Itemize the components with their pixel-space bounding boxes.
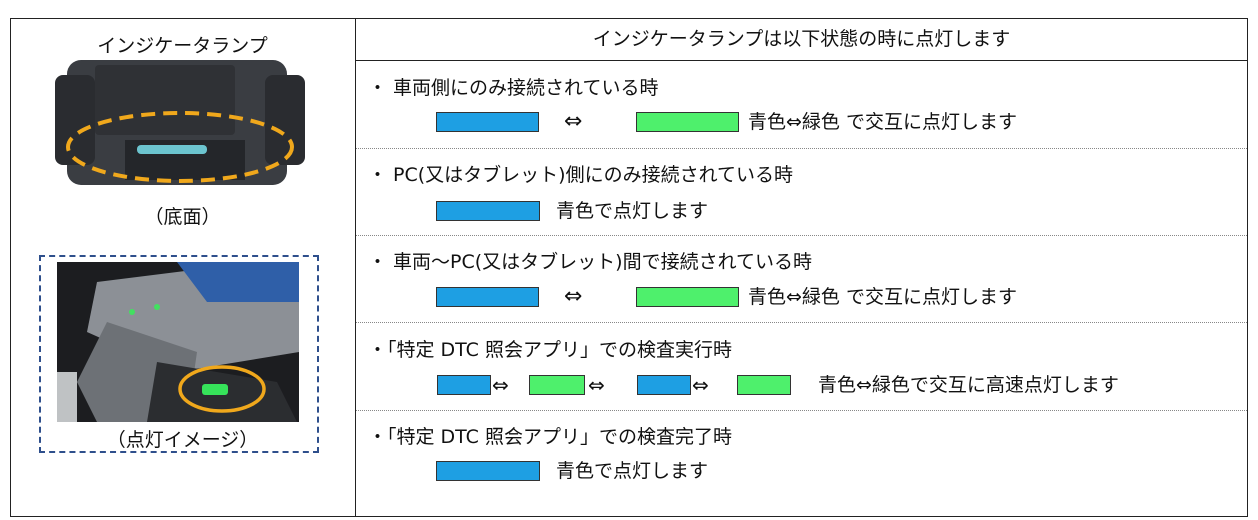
lit-photo xyxy=(57,262,299,422)
arrow: ⇔ xyxy=(564,284,583,309)
arrow: ⇔ xyxy=(564,109,583,134)
row-condition: ・ PC(又はタブレット)側にのみ接続されている時 xyxy=(368,164,794,186)
row-divider xyxy=(356,322,1247,323)
blue-swatch xyxy=(436,461,540,481)
blue-swatch xyxy=(637,375,691,395)
row-condition: ・「特定 DTC 照会アプリ」での検査実行時 xyxy=(368,339,732,361)
arrow: ⇔ xyxy=(588,373,605,397)
arrow: ⇔ xyxy=(692,373,709,397)
row-divider xyxy=(356,410,1247,411)
row-description: 青色⇔緑色で交互に高速点灯します xyxy=(818,374,1119,396)
left-caption: （底面） xyxy=(144,206,221,228)
blue-swatch xyxy=(436,201,540,221)
device-image xyxy=(55,60,305,185)
row-description: 青色⇔緑色 で交互に点灯します xyxy=(748,111,1017,133)
blue-swatch xyxy=(436,112,539,132)
table-border xyxy=(10,18,1248,517)
green-swatch xyxy=(636,287,739,307)
row-condition: ・ 車両～PC(又はタブレット)間で接続されている時 xyxy=(368,251,813,273)
header-divider xyxy=(356,60,1247,61)
green-swatch xyxy=(636,112,739,132)
header-title: インジケータランプは以下状態の時に点灯します xyxy=(592,28,1011,50)
row-condition: ・ 車両側にのみ接続されている時 xyxy=(368,77,659,99)
row-divider xyxy=(356,148,1247,149)
left-label: インジケータランプ xyxy=(97,35,268,57)
blue-swatch xyxy=(436,287,539,307)
row-description: 青色で点灯します xyxy=(556,200,709,222)
row-divider xyxy=(356,235,1247,236)
arrow: ⇔ xyxy=(492,373,509,397)
row-condition: ・「特定 DTC 照会アプリ」での検査完了時 xyxy=(368,426,732,448)
column-divider xyxy=(355,18,356,516)
blue-swatch xyxy=(437,375,491,395)
row-description: 青色⇔緑色 で交互に点灯します xyxy=(748,286,1017,308)
photo-frame xyxy=(39,255,319,453)
green-swatch xyxy=(737,375,791,395)
row-description: 青色で点灯します xyxy=(556,460,709,482)
green-swatch xyxy=(529,375,585,395)
left-caption: （点灯イメージ） xyxy=(106,429,259,451)
